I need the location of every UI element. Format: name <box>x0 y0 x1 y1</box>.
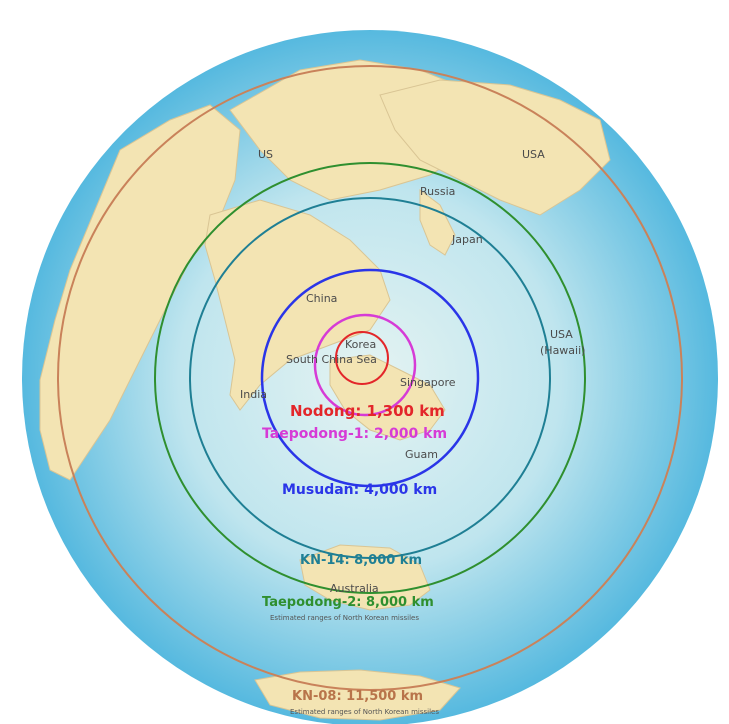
place-label-usa-left: US <box>258 148 273 161</box>
landmass-southeast-asia <box>329 354 446 441</box>
range-rings <box>57 65 683 691</box>
place-label-korea: Korea <box>345 338 376 351</box>
range-label-kn14: KN-14: 8,000 km <box>300 553 422 568</box>
landmass-north-america-west <box>39 104 241 481</box>
place-label-china: China <box>306 292 337 305</box>
place-label-south-china-sea: South China Sea <box>286 353 377 366</box>
place-label-guam: Guam <box>405 448 438 461</box>
ring-scud <box>335 331 389 385</box>
place-label-india: India <box>240 388 267 401</box>
place-label-japan: Japan <box>451 233 483 246</box>
place-label-usa-top: USA <box>522 148 545 161</box>
landmass-asia <box>204 199 391 411</box>
ring-kn14 <box>189 197 551 559</box>
ring-kn08 <box>57 65 683 691</box>
ring-taepodong2 <box>154 162 586 594</box>
range-label-taepodong2: Taepodong-2: 8,000 km <box>262 595 434 610</box>
landmass-australia <box>299 544 431 611</box>
place-label-hawaii: (Hawaii) <box>540 344 585 357</box>
caption-lower: Estimated ranges of North Korean missile… <box>290 708 439 716</box>
range-label-musudan: Musudan: 4,000 km <box>282 482 437 498</box>
landmass-islands <box>419 189 456 256</box>
place-label-russia: Russia <box>420 185 455 198</box>
ring-taepodong1 <box>313 313 417 417</box>
range-label-taepodong1: Taepodong-1: 2,000 km <box>262 426 447 442</box>
caption-upper: Estimated ranges of North Korean missile… <box>270 614 419 622</box>
landmass-north-east <box>379 79 611 216</box>
range-label-scud: Nodong: 1,300 km <box>290 402 445 420</box>
captions: Estimated ranges of North Korean missile… <box>270 614 439 716</box>
place-labels: US USA Russia Japan China Korea USA (Haw… <box>240 148 585 595</box>
ring-musudan <box>260 268 480 488</box>
place-label-usa-hawaii: USA <box>550 328 573 341</box>
place-label-singapore: Singapore <box>400 376 456 389</box>
range-labels: Nodong: 1,300 km Taepodong-1: 2,000 km M… <box>262 402 447 704</box>
range-label-kn08: KN-08: 11,500 km <box>292 689 423 704</box>
place-label-australia: Australia <box>330 582 379 595</box>
